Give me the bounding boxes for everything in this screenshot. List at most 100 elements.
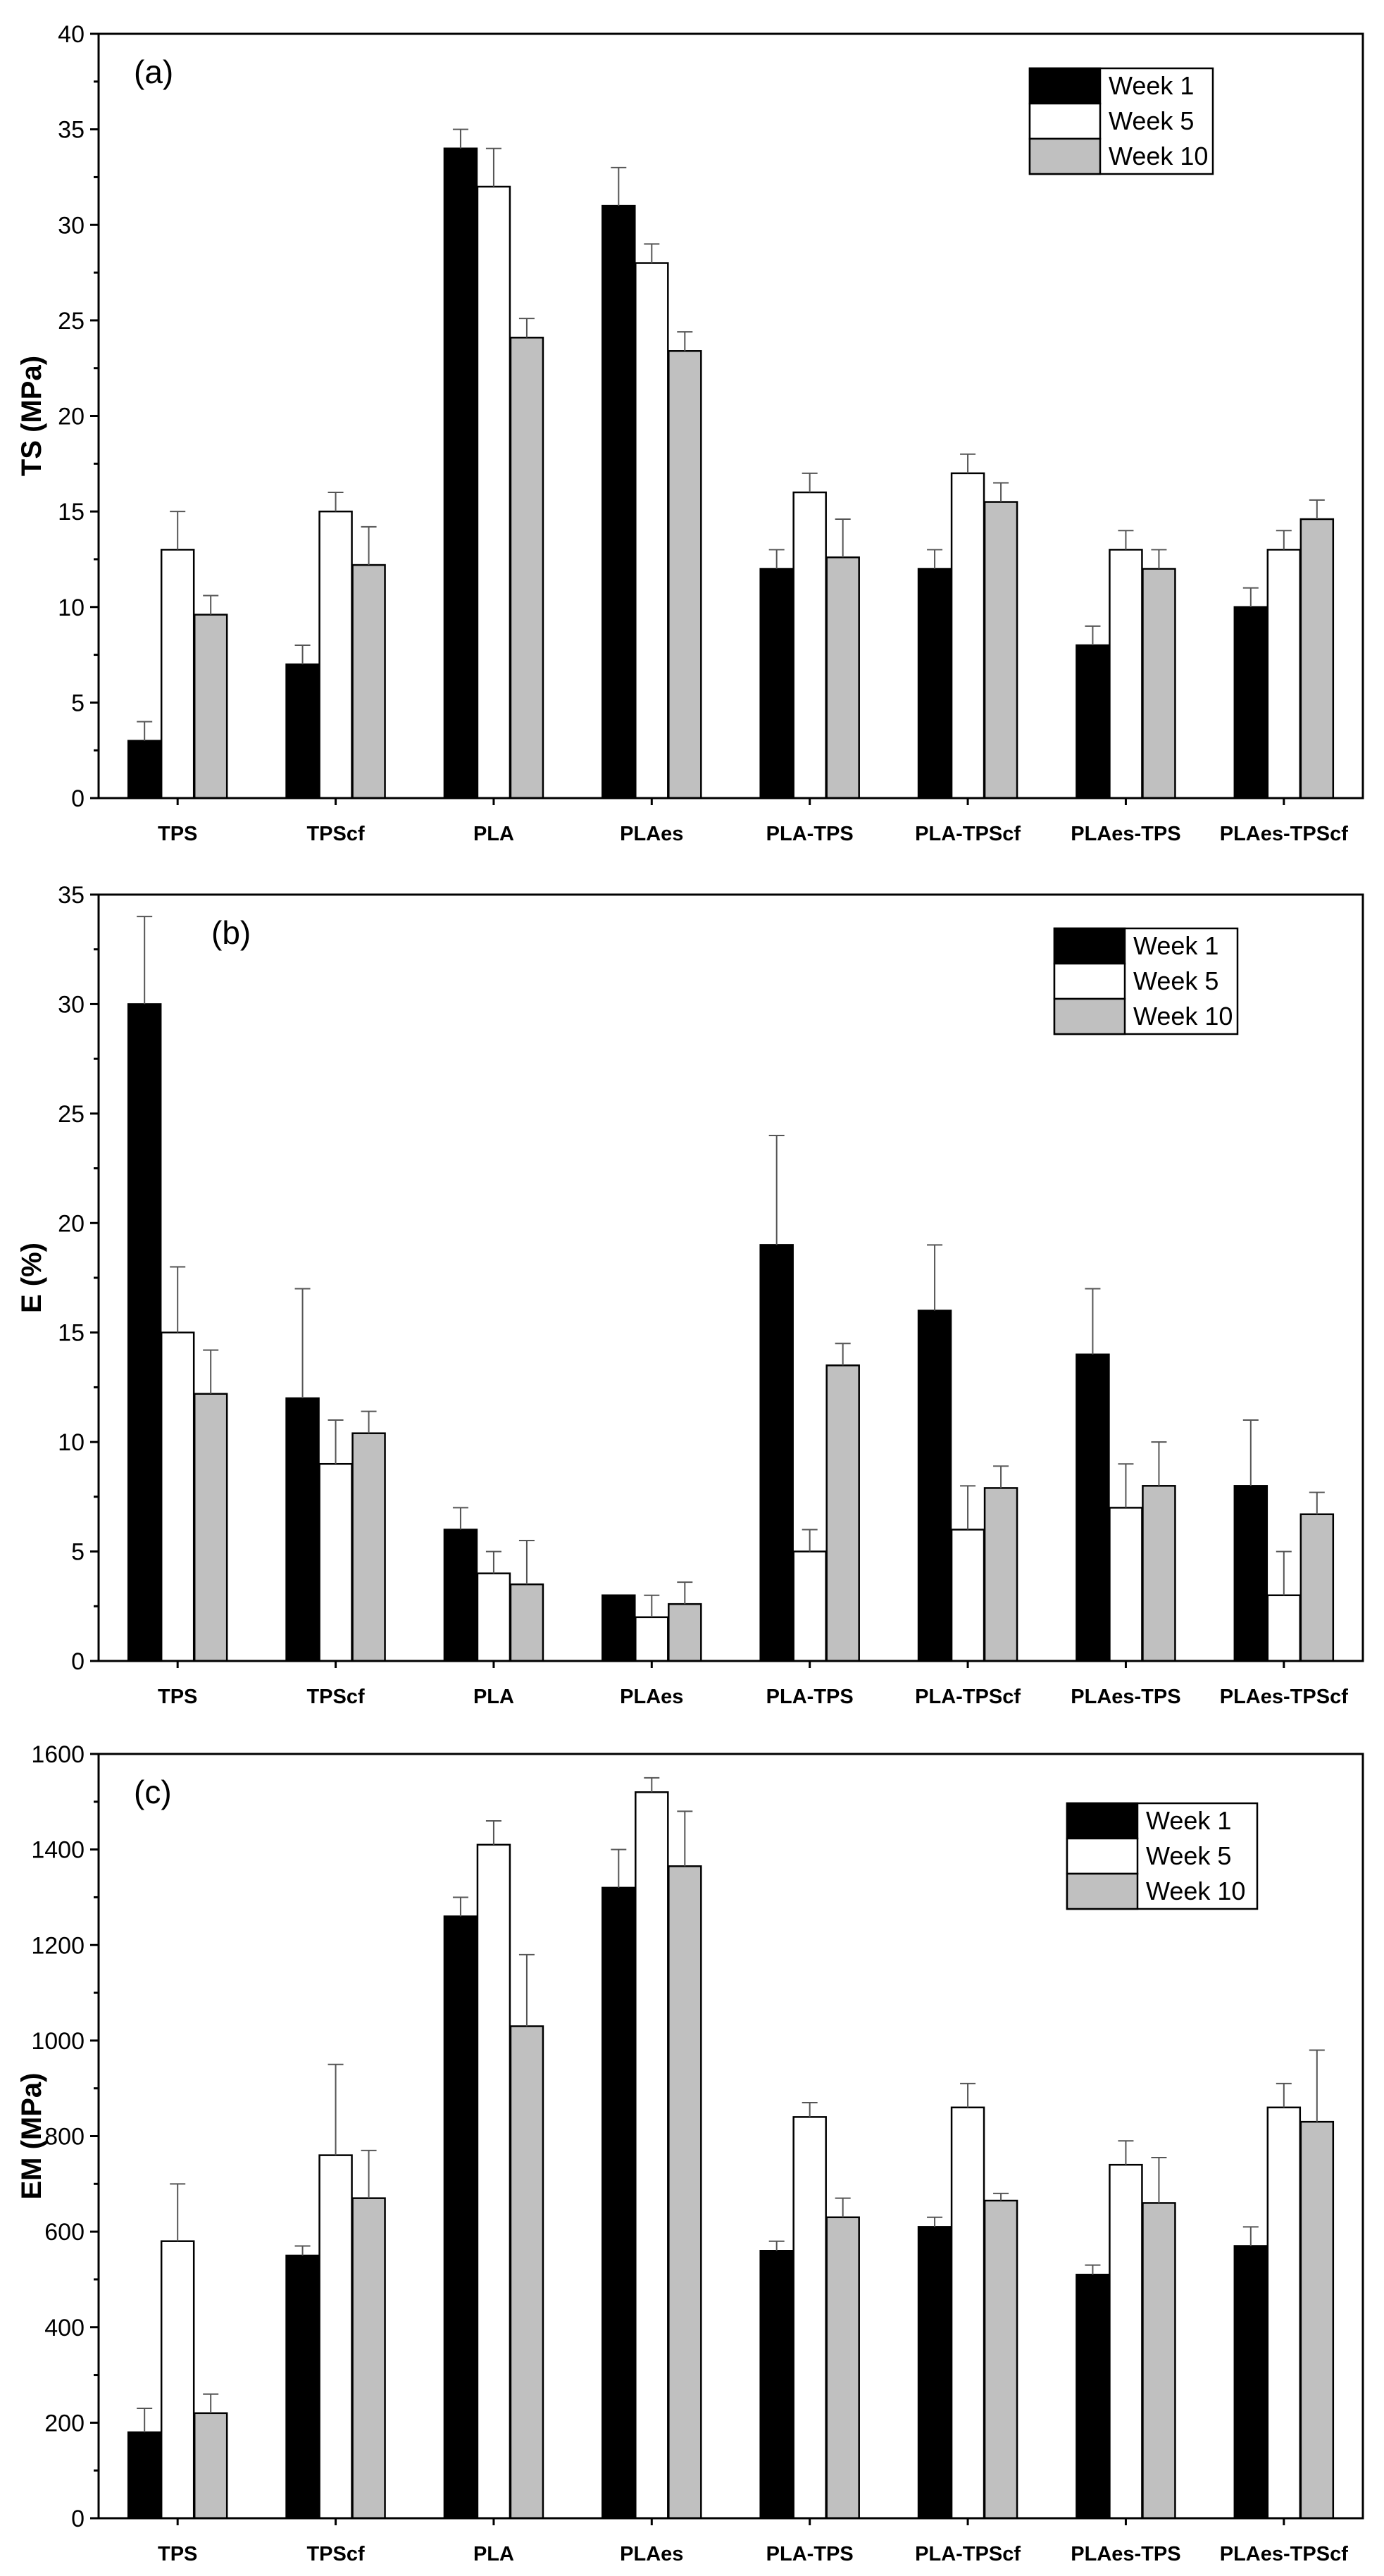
bar-week-10-pla-tpscf <box>983 501 1018 799</box>
category-label: PLA-TPS <box>766 823 854 845</box>
y-tick-label: 0 <box>71 2506 85 2532</box>
legend-label: Week 10 <box>1146 1877 1245 1905</box>
bar-week-10-tps <box>193 2412 228 2520</box>
bar-week-5-plaes-tpscf <box>1266 1594 1302 1662</box>
category-label: TPS <box>158 823 197 845</box>
bar-week-10-pla-tpscf <box>983 1487 1018 1662</box>
category-label: PLAes-TPS <box>1071 823 1180 845</box>
category-label: TPScf <box>306 823 365 845</box>
bar-week-5-plaes-tps <box>1109 549 1143 799</box>
y-tick-label: 5 <box>71 1539 85 1566</box>
bar-week-5-pla-tps <box>792 491 827 799</box>
y-tick-label: 1000 <box>31 2028 85 2055</box>
legend-label: Week 10 <box>1109 142 1208 170</box>
category-label: TPS <box>158 1686 197 1708</box>
bar-week-1-plaes <box>601 1594 636 1662</box>
chart-panel-2: 0 5 10 15 20 25 30 35 TPS TPScf PLA PLAes PLA-TPS PLA… <box>16 882 1364 1708</box>
y-tick-label: 25 <box>58 1101 85 1128</box>
bar-week-5-plaes <box>635 1616 669 1662</box>
category-label: PLA-TPScf <box>915 1686 1021 1708</box>
y-tick-label: 1600 <box>31 1741 85 1768</box>
plot-frame <box>97 1753 1364 2520</box>
bar-week-5-plaes <box>635 262 669 799</box>
category-label: PLAes-TPS <box>1071 1686 1180 1708</box>
bar-week-5-pla-tpscf <box>950 472 985 799</box>
legend-label: Week 5 <box>1133 966 1218 995</box>
bar-week-10-plaes-tpscf <box>1299 1513 1335 1662</box>
category-label: PLA-TPS <box>766 1686 854 1708</box>
bar-week-10-plaes-tps <box>1142 2202 1176 2520</box>
legend-swatch <box>1028 137 1102 175</box>
bar-week-1-plaes-tps <box>1076 2273 1110 2520</box>
bar-week-1-pla-tps <box>759 568 794 799</box>
bar-week-10-pla <box>509 1583 544 1662</box>
category-label: PLAes <box>620 823 683 845</box>
bar-week-10-pla-tps <box>825 556 860 799</box>
bar-week-5-tpscf <box>318 1462 353 1662</box>
category-label: TPScf <box>306 1686 365 1708</box>
legend-label: Week 1 <box>1146 1806 1231 1835</box>
bar-week-10-plaes <box>668 1865 702 2520</box>
bar-week-1-plaes-tps <box>1076 1353 1110 1662</box>
bar-week-10-tpscf <box>351 2197 386 2520</box>
bar-week-5-pla-tps <box>792 1550 827 1662</box>
legend-swatch <box>1053 927 1126 965</box>
bar-week-5-plaes <box>635 1791 669 2520</box>
bar-week-1-tps <box>127 740 162 799</box>
bar-week-10-tpscf <box>351 1432 386 1662</box>
bar-week-1-plaes-tpscf <box>1233 1485 1268 1662</box>
bar-week-5-plaes-tpscf <box>1266 549 1302 799</box>
bar-week-1-pla-tps <box>759 2250 794 2520</box>
bar-week-1-tps <box>127 1003 162 1662</box>
category-label: PLAes-TPScf <box>1220 2543 1348 2565</box>
category-label: PLA <box>473 823 514 845</box>
legend-swatch <box>1028 67 1102 105</box>
bar-week-10-plaes-tpscf <box>1299 518 1335 799</box>
legend-label: Week 5 <box>1146 1841 1231 1870</box>
category-label: PLAes-TPScf <box>1220 823 1348 845</box>
bar-week-1-plaes-tpscf <box>1233 2245 1268 2520</box>
plot-frame <box>97 32 1364 799</box>
category-label: PLA <box>473 1686 514 1708</box>
y-tick-label: 30 <box>58 991 85 1018</box>
y-tick-label: 10 <box>58 1429 85 1456</box>
bar-week-1-plaes-tpscf <box>1233 606 1268 799</box>
bar-week-10-pla-tps <box>825 2216 860 2520</box>
legend-swatch <box>1066 1802 1139 1840</box>
panel-label: (c) <box>134 1774 172 1810</box>
y-tick-label: 1400 <box>31 1837 85 1864</box>
bar-week-1-plaes <box>601 204 636 799</box>
bar-week-5-tps <box>160 549 195 799</box>
y-tick-label: 35 <box>58 882 85 909</box>
legend: Week 1 Week 5 Week 10 <box>1028 67 1214 175</box>
legend-label: Week 5 <box>1109 106 1194 135</box>
bar-week-1-pla-tpscf <box>917 568 952 799</box>
bar-week-5-plaes-tps <box>1109 1507 1143 1662</box>
y-tick-label: 25 <box>58 308 85 335</box>
bar-week-1-pla-tps <box>759 1244 794 1662</box>
bar-week-10-pla <box>509 2025 544 2520</box>
legend-swatch <box>1066 1872 1139 1910</box>
bar-week-1-pla <box>443 1915 478 2520</box>
category-label: TPS <box>158 2543 197 2565</box>
legend-label: Week 10 <box>1133 1002 1233 1031</box>
y-tick-label: 15 <box>58 499 85 525</box>
y-tick-label: 40 <box>58 21 85 48</box>
category-label: PLA-TPS <box>766 2543 854 2565</box>
bar-week-5-tpscf <box>318 510 353 799</box>
y-tick-label: 30 <box>58 212 85 239</box>
y-tick-label: 15 <box>58 1320 85 1347</box>
y-tick-label: 1200 <box>31 1932 85 1959</box>
bar-week-5-pla <box>476 1572 511 1662</box>
chart-panel-1: 0 5 10 15 20 25 30 35 40 TPS TPScf PLA PLAes PLA-TPS P… <box>16 21 1364 845</box>
category-label: PLA-TPScf <box>915 823 1021 845</box>
bar-week-1-tps <box>127 2431 162 2520</box>
y-axis-label: TS (MPa) <box>16 356 47 476</box>
y-tick-label: 400 <box>44 2315 85 2341</box>
chart-panel-3: 0 200 400 600 800 1000 1200 1400 1600 TPS TPScf PLA… <box>16 1741 1364 2565</box>
plot-frame <box>97 893 1364 1662</box>
bar-week-5-plaes-tps <box>1109 2163 1143 2520</box>
panel-label: (b) <box>211 914 251 951</box>
panel-label: (a) <box>134 54 173 90</box>
bar-week-1-plaes <box>601 1886 636 2520</box>
